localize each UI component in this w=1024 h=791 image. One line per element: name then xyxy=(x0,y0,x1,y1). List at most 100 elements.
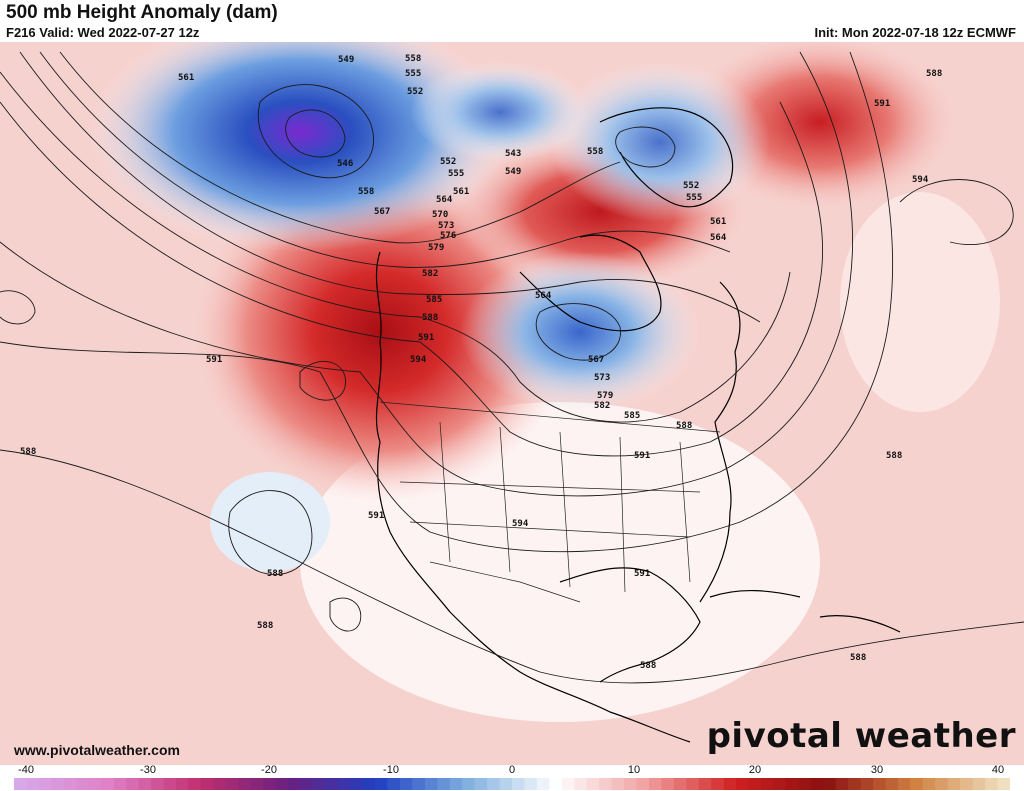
colorbar-cell xyxy=(524,778,538,790)
coastlines xyxy=(375,107,901,743)
colorbar-cell xyxy=(424,778,438,790)
colorbar-cell xyxy=(536,778,550,790)
colorbar-cell xyxy=(375,778,388,790)
height-contours xyxy=(0,51,1024,684)
colorbar-cell xyxy=(88,778,102,790)
contour-hudson-low xyxy=(535,303,621,361)
hudson-trough-anomaly xyxy=(460,252,700,412)
colorbar-tick: 40 xyxy=(991,764,1005,776)
colorbar-cell xyxy=(574,778,588,790)
colorbar-cell xyxy=(38,778,52,790)
colorbar-cell xyxy=(26,778,40,790)
contour-small-closed xyxy=(329,597,362,632)
colorbar-cell xyxy=(51,778,65,790)
colorbar-cell xyxy=(885,778,899,790)
colorbar-cell xyxy=(810,778,824,790)
colorbar-cell xyxy=(101,778,115,790)
colorbar-cell xyxy=(126,778,139,790)
contour-594-east xyxy=(899,179,1014,246)
contour-label: 588 xyxy=(850,653,866,663)
colorbar-cell xyxy=(76,778,90,790)
colorbar-cell xyxy=(586,778,600,790)
colorbar-cell xyxy=(150,778,164,790)
contour-label: 573 xyxy=(594,373,610,383)
colorbar-cell xyxy=(736,778,750,790)
contour-label: 552 xyxy=(440,157,456,167)
contour-label: 588 xyxy=(267,569,283,579)
colorbar-cell xyxy=(761,778,774,790)
contour-label: 588 xyxy=(926,69,942,79)
colorbar-cell xyxy=(997,778,1010,790)
colorbar-cell xyxy=(698,778,712,790)
greenland-trough-anomaly xyxy=(550,62,770,222)
colorbar-cell xyxy=(387,778,401,790)
colorbar-cell xyxy=(624,778,637,790)
colorbar-tick: 0 xyxy=(508,764,516,776)
contour-588 xyxy=(0,51,853,497)
colorbar-cell xyxy=(499,778,513,790)
colorbar-cell xyxy=(412,778,426,790)
greenland-coastline xyxy=(599,107,734,208)
colorbar-cell xyxy=(437,778,451,790)
atlantic-neutral-area xyxy=(840,192,1000,412)
contour-label: 585 xyxy=(624,411,640,421)
contour-label: 573 xyxy=(438,221,454,231)
colorbar-tick: 10 xyxy=(627,764,641,776)
contour-label: 591 xyxy=(634,569,650,579)
contour-label: 546 xyxy=(337,159,353,169)
contour-west-closed xyxy=(0,290,36,325)
colorbar-tick: -30 xyxy=(140,764,156,776)
colorbar-cell xyxy=(312,778,326,790)
contour-576 xyxy=(0,71,791,423)
anomaly-map: 549 558 555 552 561 546 558 567 552 555 … xyxy=(0,42,1024,765)
contour-label: 558 xyxy=(587,147,603,157)
contour-labels: 549 558 555 552 561 546 558 567 552 555 … xyxy=(20,54,942,671)
contour-546-closed xyxy=(257,84,375,179)
colorbar-cell xyxy=(487,778,501,790)
colorbar-cell xyxy=(661,778,675,790)
contour-label: 579 xyxy=(428,243,444,253)
contour-588-south xyxy=(0,449,1024,684)
colorbar-cell xyxy=(337,778,351,790)
pacific-coastline xyxy=(375,251,691,743)
colorbar-tick: -10 xyxy=(383,764,399,776)
contour-570 xyxy=(19,51,761,323)
contour-label: 588 xyxy=(20,447,36,457)
colorbar-cell xyxy=(549,778,563,790)
colorbar-cell xyxy=(897,778,911,790)
contour-label: 558 xyxy=(358,187,374,197)
colorbar xyxy=(14,778,1010,790)
contour-label: 561 xyxy=(178,73,194,83)
colorbar-cell xyxy=(947,778,961,790)
colorbar-cell xyxy=(512,778,525,790)
colorbar-cell xyxy=(362,778,376,790)
colorbar-cell xyxy=(300,778,314,790)
contour-label: 588 xyxy=(676,421,692,431)
colorbar-cell xyxy=(686,778,700,790)
contour-label: 582 xyxy=(594,401,610,411)
pacific-weak-low xyxy=(210,472,330,572)
colorbar-tick: 20 xyxy=(748,764,762,776)
contour-label: 552 xyxy=(407,87,423,97)
colorbar-cell xyxy=(985,778,999,790)
colorbar-cell xyxy=(848,778,862,790)
init-time: Init: Mon 2022-07-18 12z ECMWF xyxy=(814,25,1016,40)
contour-label: 594 xyxy=(410,355,427,365)
colorbar-cell xyxy=(225,778,239,790)
contour-label: 555 xyxy=(448,169,464,179)
colorbar-cell xyxy=(922,778,936,790)
colorbar-cell xyxy=(873,778,886,790)
contour-label: 549 xyxy=(338,55,354,65)
map-title: 500 mb Height Anomaly (dam) xyxy=(6,2,278,23)
contour-label: 591 xyxy=(874,99,890,109)
contour-label: 564 xyxy=(710,233,727,243)
colorbar-cell xyxy=(275,778,289,790)
colorbar-cell xyxy=(113,778,127,790)
colorbar-cell xyxy=(599,778,613,790)
us-canada-border xyxy=(379,401,721,433)
us-mexico-border xyxy=(429,561,581,603)
colorbar-cell xyxy=(138,778,152,790)
caribbean-islands xyxy=(709,590,901,633)
colorbar-cell xyxy=(14,778,27,790)
contour-label: 570 xyxy=(432,210,448,220)
